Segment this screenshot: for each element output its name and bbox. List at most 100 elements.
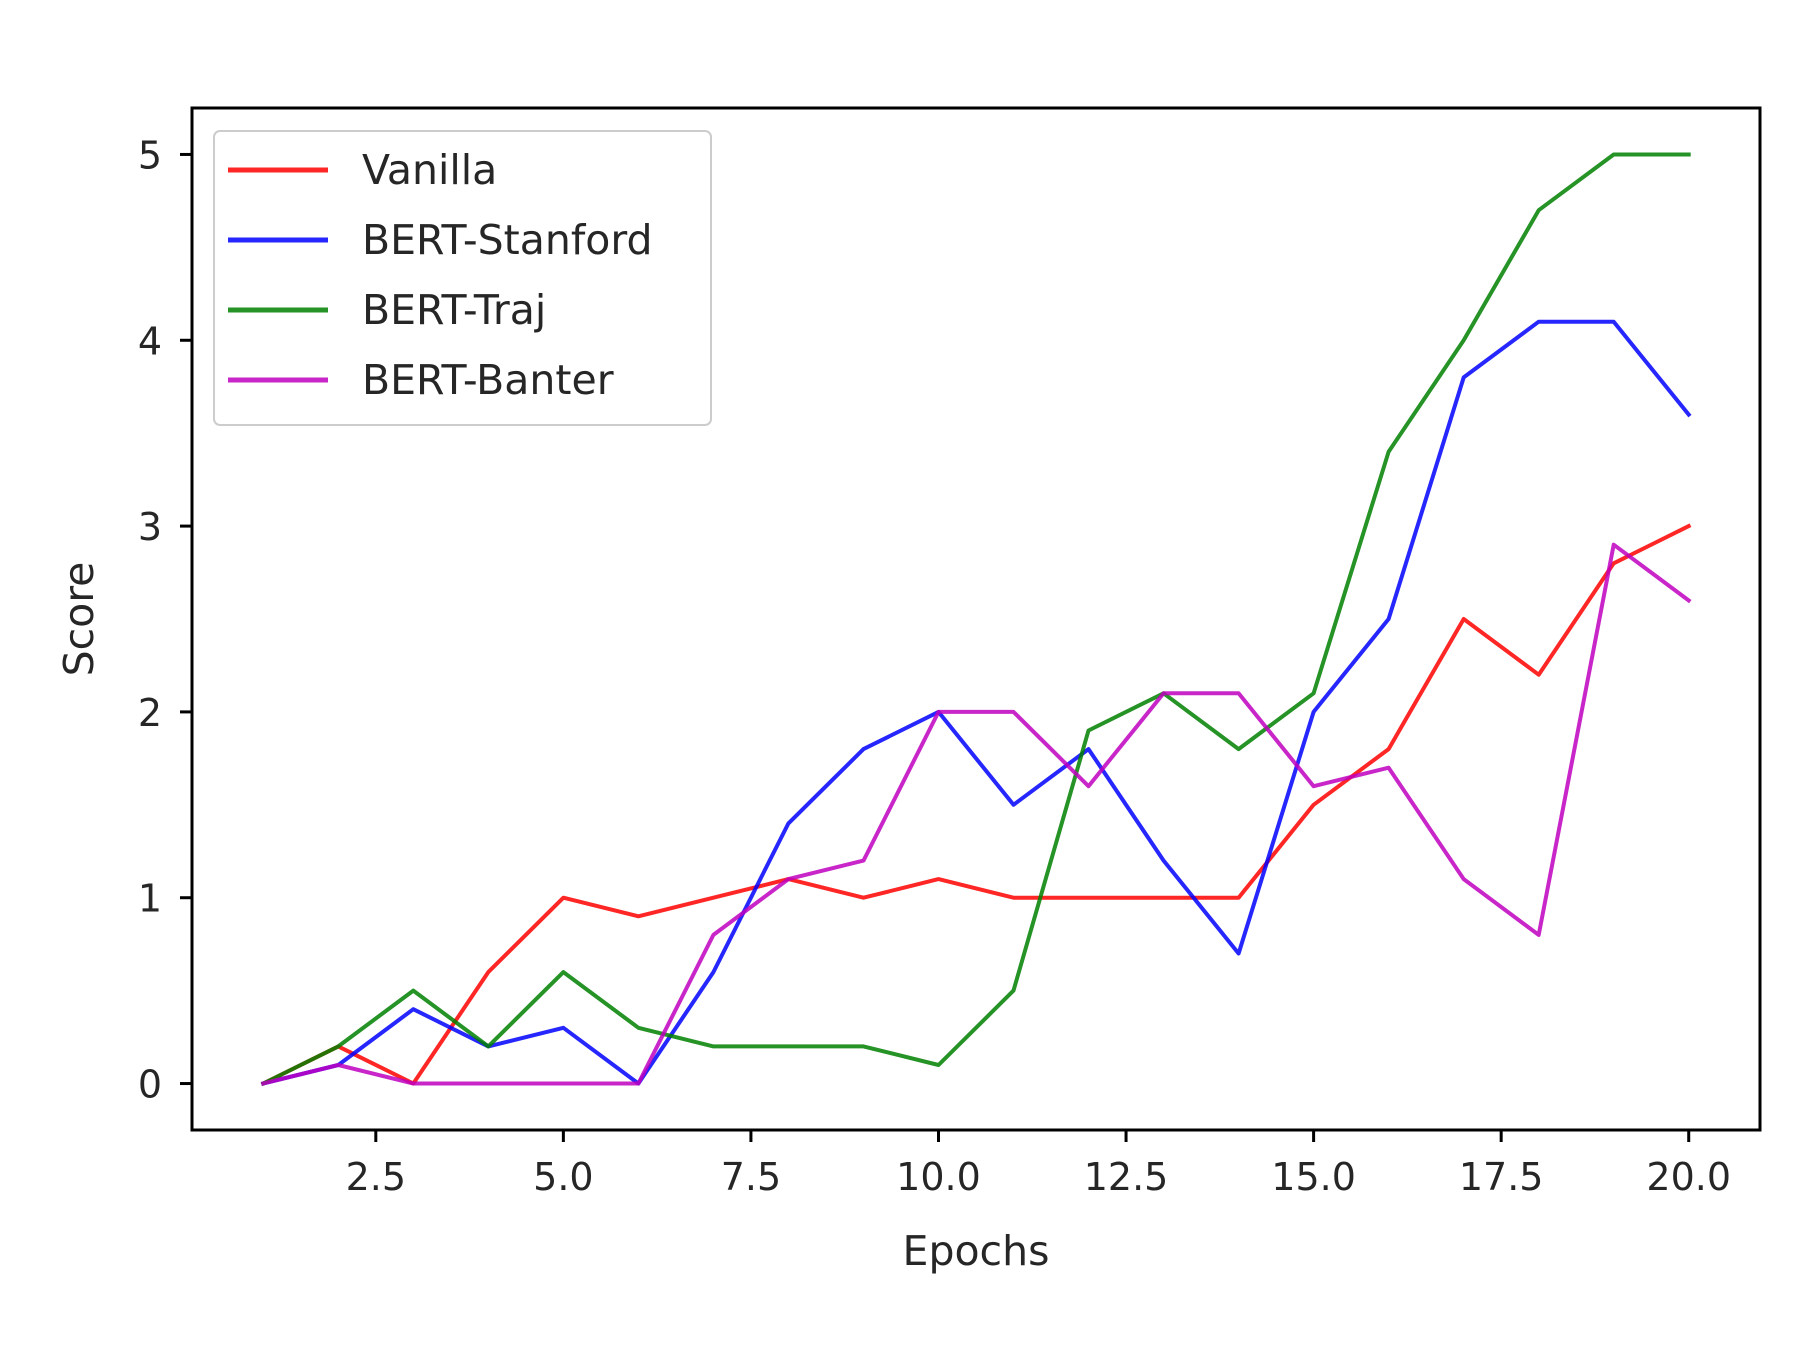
data-point-bert-traj: [413, 990, 414, 991]
data-point-bert-banter: [338, 1065, 339, 1066]
y-tick-label: 3: [138, 505, 162, 549]
x-tick-label: 15.0: [1271, 1155, 1356, 1199]
y-axis-label: Score: [55, 562, 103, 677]
data-point-vanilla: [1538, 674, 1539, 675]
data-point-bert-traj: [1013, 990, 1014, 991]
series-line-vanilla: [260, 523, 1692, 1087]
data-point-bert-traj: [1088, 730, 1089, 731]
x-axis-label: Epochs: [903, 1227, 1050, 1275]
legend-label-vanilla: Vanilla: [362, 146, 497, 194]
data-point-bert-banter: [413, 1083, 414, 1084]
data-point-vanilla: [1163, 897, 1164, 898]
legend-label-bert-stanford: BERT-Stanford: [362, 216, 653, 264]
data-point-vanilla: [863, 897, 864, 898]
data-point-vanilla: [1088, 897, 1089, 898]
data-point-vanilla: [1388, 749, 1389, 750]
data-point-vanilla: [1688, 526, 1689, 527]
y-axis-ticks: 0 1 2 3 4 5: [138, 133, 192, 1107]
data-point-bert-stanford: [1388, 619, 1389, 620]
x-tick-label: 17.5: [1459, 1155, 1544, 1199]
data-point-bert-banter: [1163, 693, 1164, 694]
x-tick-label: 2.5: [346, 1155, 406, 1199]
legend-label-bert-traj: BERT-Traj: [362, 286, 546, 334]
data-point-bert-stanford: [1613, 321, 1614, 322]
data-point-bert-banter: [1013, 711, 1014, 712]
data-point-bert-stanford: [1538, 321, 1539, 322]
plot-lines: [260, 152, 1692, 1087]
legend: Vanilla BERT-Stanford BERT-Traj BERT-Banter: [213, 130, 712, 426]
data-point-bert-banter: [263, 1083, 264, 1084]
data-point-vanilla: [488, 972, 489, 973]
y-tick-label: 0: [138, 1063, 162, 1107]
data-point-bert-stanford: [863, 749, 864, 750]
data-point-bert-banter: [1088, 786, 1089, 787]
data-point-bert-stanford: [1013, 804, 1014, 805]
data-point-bert-traj: [1688, 154, 1689, 155]
data-point-bert-traj: [713, 1046, 714, 1047]
data-point-vanilla: [1313, 804, 1314, 805]
data-point-vanilla: [938, 879, 939, 880]
data-point-vanilla: [713, 897, 714, 898]
series-line-bert-stanford: [260, 319, 1692, 1086]
data-point-bert-stanford: [1463, 377, 1464, 378]
data-point-bert-banter: [1313, 786, 1314, 787]
data-point-vanilla: [1013, 897, 1014, 898]
data-point-vanilla: [1463, 619, 1464, 620]
plot-frame: [190, 106, 1762, 1132]
data-point-bert-stanford: [563, 1027, 564, 1028]
data-point-bert-traj: [1538, 210, 1539, 211]
data-point-bert-stanford: [1163, 860, 1164, 861]
data-point-bert-stanford: [413, 1009, 414, 1010]
data-point-bert-banter: [1688, 600, 1689, 601]
series-line-bert-traj: [260, 152, 1691, 1087]
y-tick-label: 5: [138, 133, 162, 177]
data-point-vanilla: [638, 916, 639, 917]
data-point-vanilla: [1613, 563, 1614, 564]
x-tick-label: 20.0: [1646, 1155, 1731, 1199]
data-point-bert-traj: [1313, 693, 1314, 694]
data-point-bert-banter: [863, 860, 864, 861]
x-tick-label: 5.0: [533, 1155, 593, 1199]
data-point-bert-banter: [638, 1083, 639, 1084]
data-point-bert-banter: [1238, 693, 1239, 694]
data-point-vanilla: [563, 897, 564, 898]
data-point-bert-stanford: [788, 823, 789, 824]
x-axis-ticks: 2.5 5.0 7.5 10.0 12.5 15.0 17.5 20.0: [346, 1130, 1731, 1199]
legend-label-bert-banter: BERT-Banter: [362, 356, 614, 404]
y-tick-label: 4: [138, 319, 162, 363]
data-point-bert-traj: [788, 1046, 789, 1047]
data-point-bert-traj: [1463, 340, 1464, 341]
data-point-bert-banter: [713, 934, 714, 935]
legend-box: [213, 130, 712, 426]
data-point-bert-banter: [788, 879, 789, 880]
data-point-bert-banter: [1538, 934, 1539, 935]
data-point-bert-traj: [338, 1046, 339, 1047]
x-tick-label: 10.0: [896, 1155, 981, 1199]
data-point-bert-banter: [1463, 879, 1464, 880]
series-line-bert-banter: [260, 542, 1692, 1086]
data-point-bert-banter: [1613, 544, 1614, 545]
data-point-bert-stanford: [1688, 414, 1689, 415]
data-point-bert-stanford: [1238, 953, 1239, 954]
data-point-vanilla: [1238, 897, 1239, 898]
y-tick-label: 1: [138, 877, 162, 921]
data-point-bert-banter: [938, 711, 939, 712]
data-point-bert-stanford: [713, 972, 714, 973]
data-point-bert-traj: [1238, 749, 1239, 750]
y-tick-label: 2: [138, 691, 162, 735]
data-point-bert-traj: [1613, 154, 1614, 155]
data-point-bert-traj: [488, 1046, 489, 1047]
data-point-bert-stanford: [1088, 749, 1089, 750]
data-point-bert-stanford: [1313, 711, 1314, 712]
data-point-bert-banter: [1388, 767, 1389, 768]
data-point-bert-traj: [638, 1027, 639, 1028]
data-point-bert-traj: [563, 972, 564, 973]
data-point-bert-traj: [863, 1046, 864, 1047]
x-tick-label: 12.5: [1084, 1155, 1169, 1199]
data-point-bert-traj: [938, 1065, 939, 1066]
data-point-bert-traj: [1388, 451, 1389, 452]
data-point-bert-banter: [563, 1083, 564, 1084]
x-tick-label: 7.5: [721, 1155, 781, 1199]
data-point-bert-banter: [488, 1083, 489, 1084]
